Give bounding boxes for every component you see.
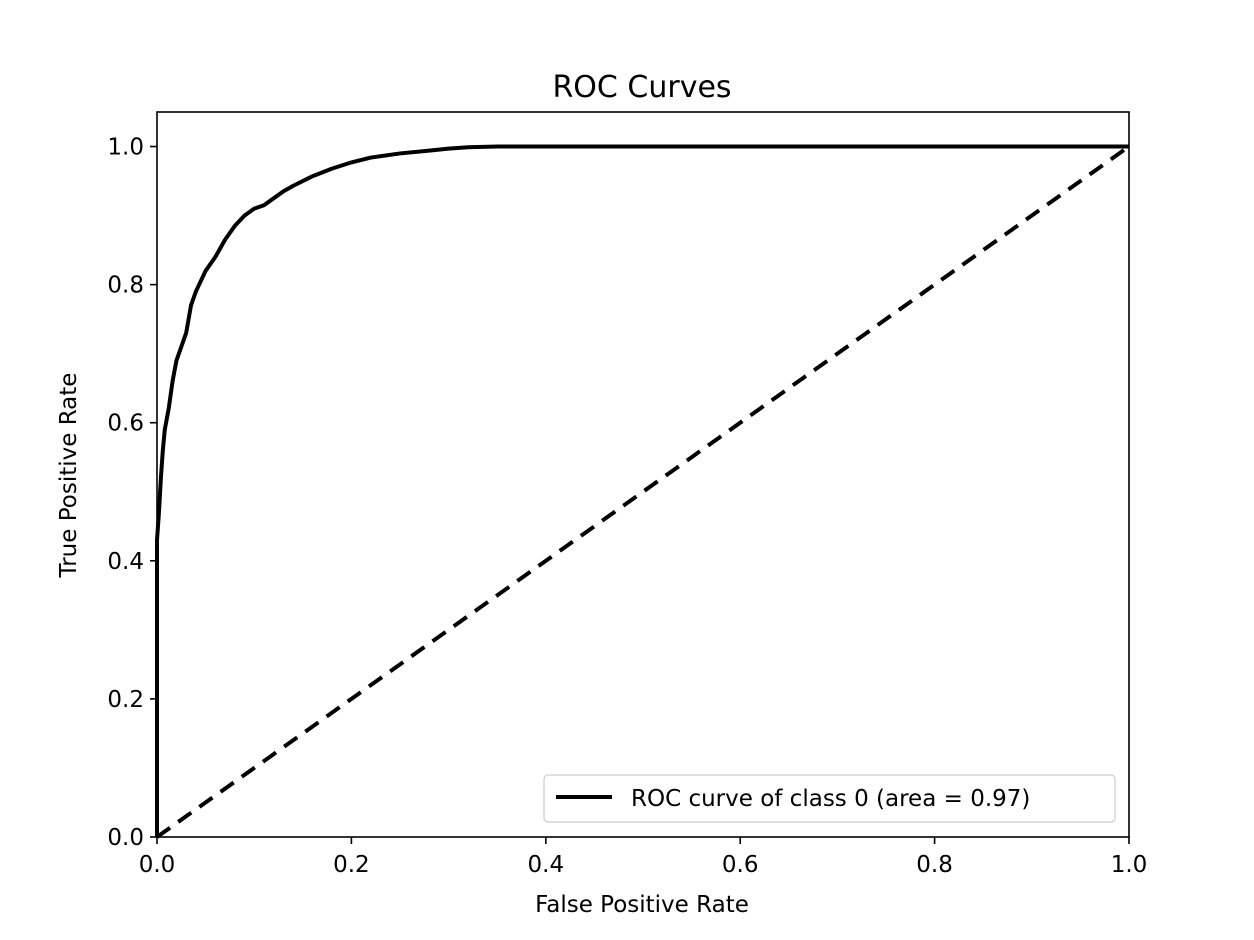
y-tick-label: 0.4 [107,549,144,575]
x-tick-label: 0.2 [333,852,370,878]
x-axis-label: False Positive Rate [535,892,749,918]
x-tick-label: 0.8 [916,852,953,878]
chart-title: ROC Curves [552,70,731,105]
y-tick-label: 1.0 [107,135,144,161]
x-tick-label: 0.4 [528,852,565,878]
y-tick-label: 0.0 [107,825,144,851]
y-tick-label: 0.8 [107,273,144,299]
legend-box [543,774,1116,823]
x-tick-label: 1.0 [1111,852,1148,878]
chance-diagonal-line [155,144,1131,839]
y-tick-label: 0.2 [107,687,144,713]
legend-entry-roc-class-0: ROC curve of class 0 (area = 0.97) [631,786,1030,812]
y-axis-ticks: 0.0 0.2 0.4 0.6 0.8 1.0 [107,135,157,851]
x-axis-ticks: 0.0 0.2 0.4 0.6 0.8 1.0 [139,837,1148,878]
x-tick-label: 0.0 [139,852,176,878]
plot-frame [156,111,1130,838]
y-axis-label: True Positive Rate [56,373,82,579]
roc-curve-class-0 [155,144,1129,837]
series-layer [155,144,1131,839]
x-tick-label: 0.6 [722,852,759,878]
legend: ROC curve of class 0 (area = 0.97) [543,774,1116,823]
y-tick-label: 0.6 [107,411,144,437]
